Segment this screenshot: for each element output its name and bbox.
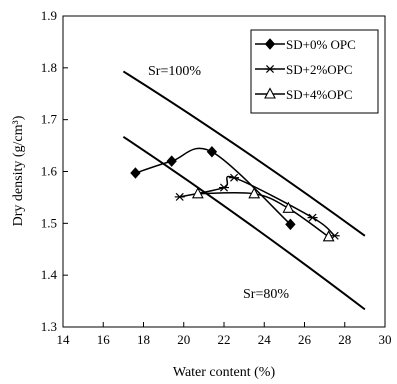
sat-label-80: Sr=80% [243, 287, 289, 302]
legend-marker-2 [264, 87, 276, 99]
series-markers [130, 146, 340, 242]
sat-label-100: Sr=100% [148, 64, 201, 79]
series-1-point-3 [307, 213, 318, 222]
x-tick-label-8: 30 [379, 332, 392, 347]
y-tick-label-1: 1.4 [41, 267, 58, 282]
x-tick-label-5: 24 [258, 332, 272, 347]
x-tick-label-7: 28 [338, 332, 351, 347]
series-line-2 [197, 191, 330, 238]
x-tick-label-4: 22 [218, 332, 231, 347]
y-axis-label: Dry density (g/cm³) [11, 115, 26, 226]
legend-label-2: SD+4%OPC [286, 87, 353, 102]
series-1-point-0-d2 [175, 192, 184, 201]
y-tick-labels: 1.3 1.4 1.5 1.6 1.7 1.8 1.9 [41, 8, 58, 334]
x-tick-label-3: 20 [177, 332, 190, 347]
series-1-point-1-d2 [219, 183, 229, 192]
legend-marker-0 [264, 38, 276, 50]
legend: SD+0% OPC SD+2%OPC SD+4%OPC [250, 29, 379, 114]
series-2-point-2 [282, 201, 295, 213]
legend-label-0: SD+0% OPC [286, 37, 356, 52]
series-2-point-1 [248, 187, 261, 199]
x-tick-label-2: 18 [137, 332, 150, 347]
legend-marker-1-d2 [265, 64, 275, 74]
sat-line-1 [122, 135, 366, 311]
y-tick-label-0: 1.3 [41, 319, 57, 334]
series-2-point-3 [322, 230, 335, 242]
y-tick-label-3: 1.6 [41, 164, 58, 179]
saturation-lines [122, 70, 366, 311]
series-1-point-1 [219, 183, 229, 192]
series-0-point-0 [130, 167, 141, 179]
series-1-point-2-d2 [230, 173, 239, 182]
legend-items: SD+0% OPC SD+2%OPC SD+4%OPC [255, 37, 356, 102]
x-tick-label-0: 14 [57, 332, 71, 347]
x-tick-label-6: 26 [298, 332, 312, 347]
series-0-point-2 [206, 146, 218, 158]
series-2-point-0 [191, 187, 204, 199]
series-1-point-0 [174, 192, 185, 201]
series-0-point-1 [166, 155, 177, 167]
legend-marker-1 [265, 64, 275, 74]
series-1-point-3-d2 [308, 213, 317, 222]
y-tick-label-2: 1.5 [41, 215, 57, 230]
series-1-point-2 [229, 173, 240, 182]
x-tick-labels: 14 16 18 20 22 24 26 28 30 [57, 332, 392, 347]
x-axis-label: Water content (%) [173, 365, 276, 380]
y-tick-label-4: 1.7 [41, 112, 58, 127]
y-tick-label-6: 1.9 [41, 8, 57, 23]
axis-ticks [62, 15, 386, 328]
series-line-1 [179, 175, 336, 237]
x-tick-label-1: 16 [97, 332, 111, 347]
y-tick-label-5: 1.8 [41, 60, 57, 75]
legend-label-1: SD+2%OPC [286, 62, 353, 77]
sat-line-0 [122, 70, 366, 237]
series-0-point-3 [285, 218, 296, 231]
